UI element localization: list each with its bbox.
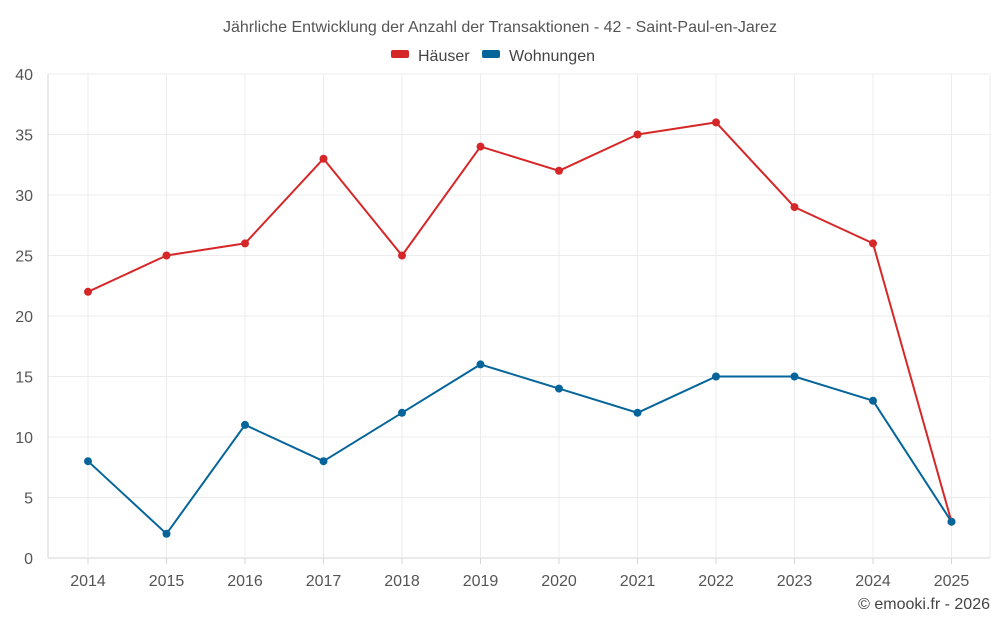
data-point[interactable] — [869, 239, 877, 248]
data-point[interactable] — [84, 287, 92, 296]
data-point[interactable] — [476, 360, 485, 369]
data-point[interactable] — [947, 517, 956, 526]
data-point[interactable] — [398, 408, 406, 417]
y-tick-label: 5 — [24, 491, 33, 508]
x-tick-label: 2022 — [698, 573, 734, 590]
grid — [47, 73, 991, 559]
x-tick-label: 2018 — [384, 573, 420, 590]
y-tick-label: 10 — [15, 430, 33, 447]
data-point[interactable] — [712, 372, 720, 381]
y-tick-label: 25 — [15, 249, 33, 266]
x-tick-label: 2025 — [934, 573, 970, 590]
y-tick-label: 35 — [15, 128, 33, 145]
x-tick-label: 2015 — [149, 573, 185, 590]
series-haeuser — [84, 118, 956, 526]
legend: Häuser Wohnungen — [391, 48, 595, 65]
credit: © emooki.fr - 2026 — [858, 596, 990, 613]
data-point[interactable] — [790, 372, 799, 381]
x-tick-label: 2019 — [463, 573, 499, 590]
data-point[interactable] — [319, 154, 328, 163]
data-point[interactable] — [241, 420, 249, 429]
data-point[interactable] — [162, 529, 171, 538]
data-point[interactable] — [790, 203, 799, 212]
x-tick-label: 2020 — [541, 573, 577, 590]
legend-swatch-wohnungen — [482, 50, 500, 58]
y-tick-label: 30 — [15, 188, 33, 205]
x-tick-label: 2023 — [777, 573, 813, 590]
data-point[interactable] — [633, 408, 642, 417]
series-line — [87, 121, 953, 522]
data-point[interactable] — [162, 251, 171, 260]
legend-swatch-haeuser — [391, 50, 409, 58]
data-point[interactable] — [476, 142, 485, 151]
data-point[interactable] — [869, 396, 877, 405]
data-point[interactable] — [712, 118, 720, 127]
data-point[interactable] — [555, 166, 563, 175]
y-tick-label: 20 — [15, 309, 33, 326]
chart-title: Jährliche Entwicklung der Anzahl der Tra… — [223, 19, 777, 36]
series-line — [87, 363, 953, 535]
x-tick-label: 2014 — [70, 573, 106, 590]
legend-label-haeuser[interactable]: Häuser — [418, 48, 470, 65]
data-point[interactable] — [555, 384, 563, 393]
data-point[interactable] — [633, 130, 642, 139]
series — [84, 118, 956, 538]
x-tick-label: 2017 — [306, 573, 342, 590]
series-wohnungen — [84, 360, 956, 538]
data-point[interactable] — [241, 239, 249, 248]
y-tick-label: 40 — [15, 67, 33, 84]
legend-label-wohnungen[interactable]: Wohnungen — [509, 48, 595, 65]
x-tick-label: 2016 — [227, 573, 263, 590]
data-point[interactable] — [398, 251, 406, 260]
x-tick-label: 2021 — [620, 573, 656, 590]
y-tick-label: 15 — [15, 370, 33, 387]
y-tick-label: 0 — [24, 551, 33, 568]
data-point[interactable] — [84, 457, 92, 466]
data-point[interactable] — [319, 457, 328, 466]
x-tick-label: 2024 — [855, 573, 891, 590]
